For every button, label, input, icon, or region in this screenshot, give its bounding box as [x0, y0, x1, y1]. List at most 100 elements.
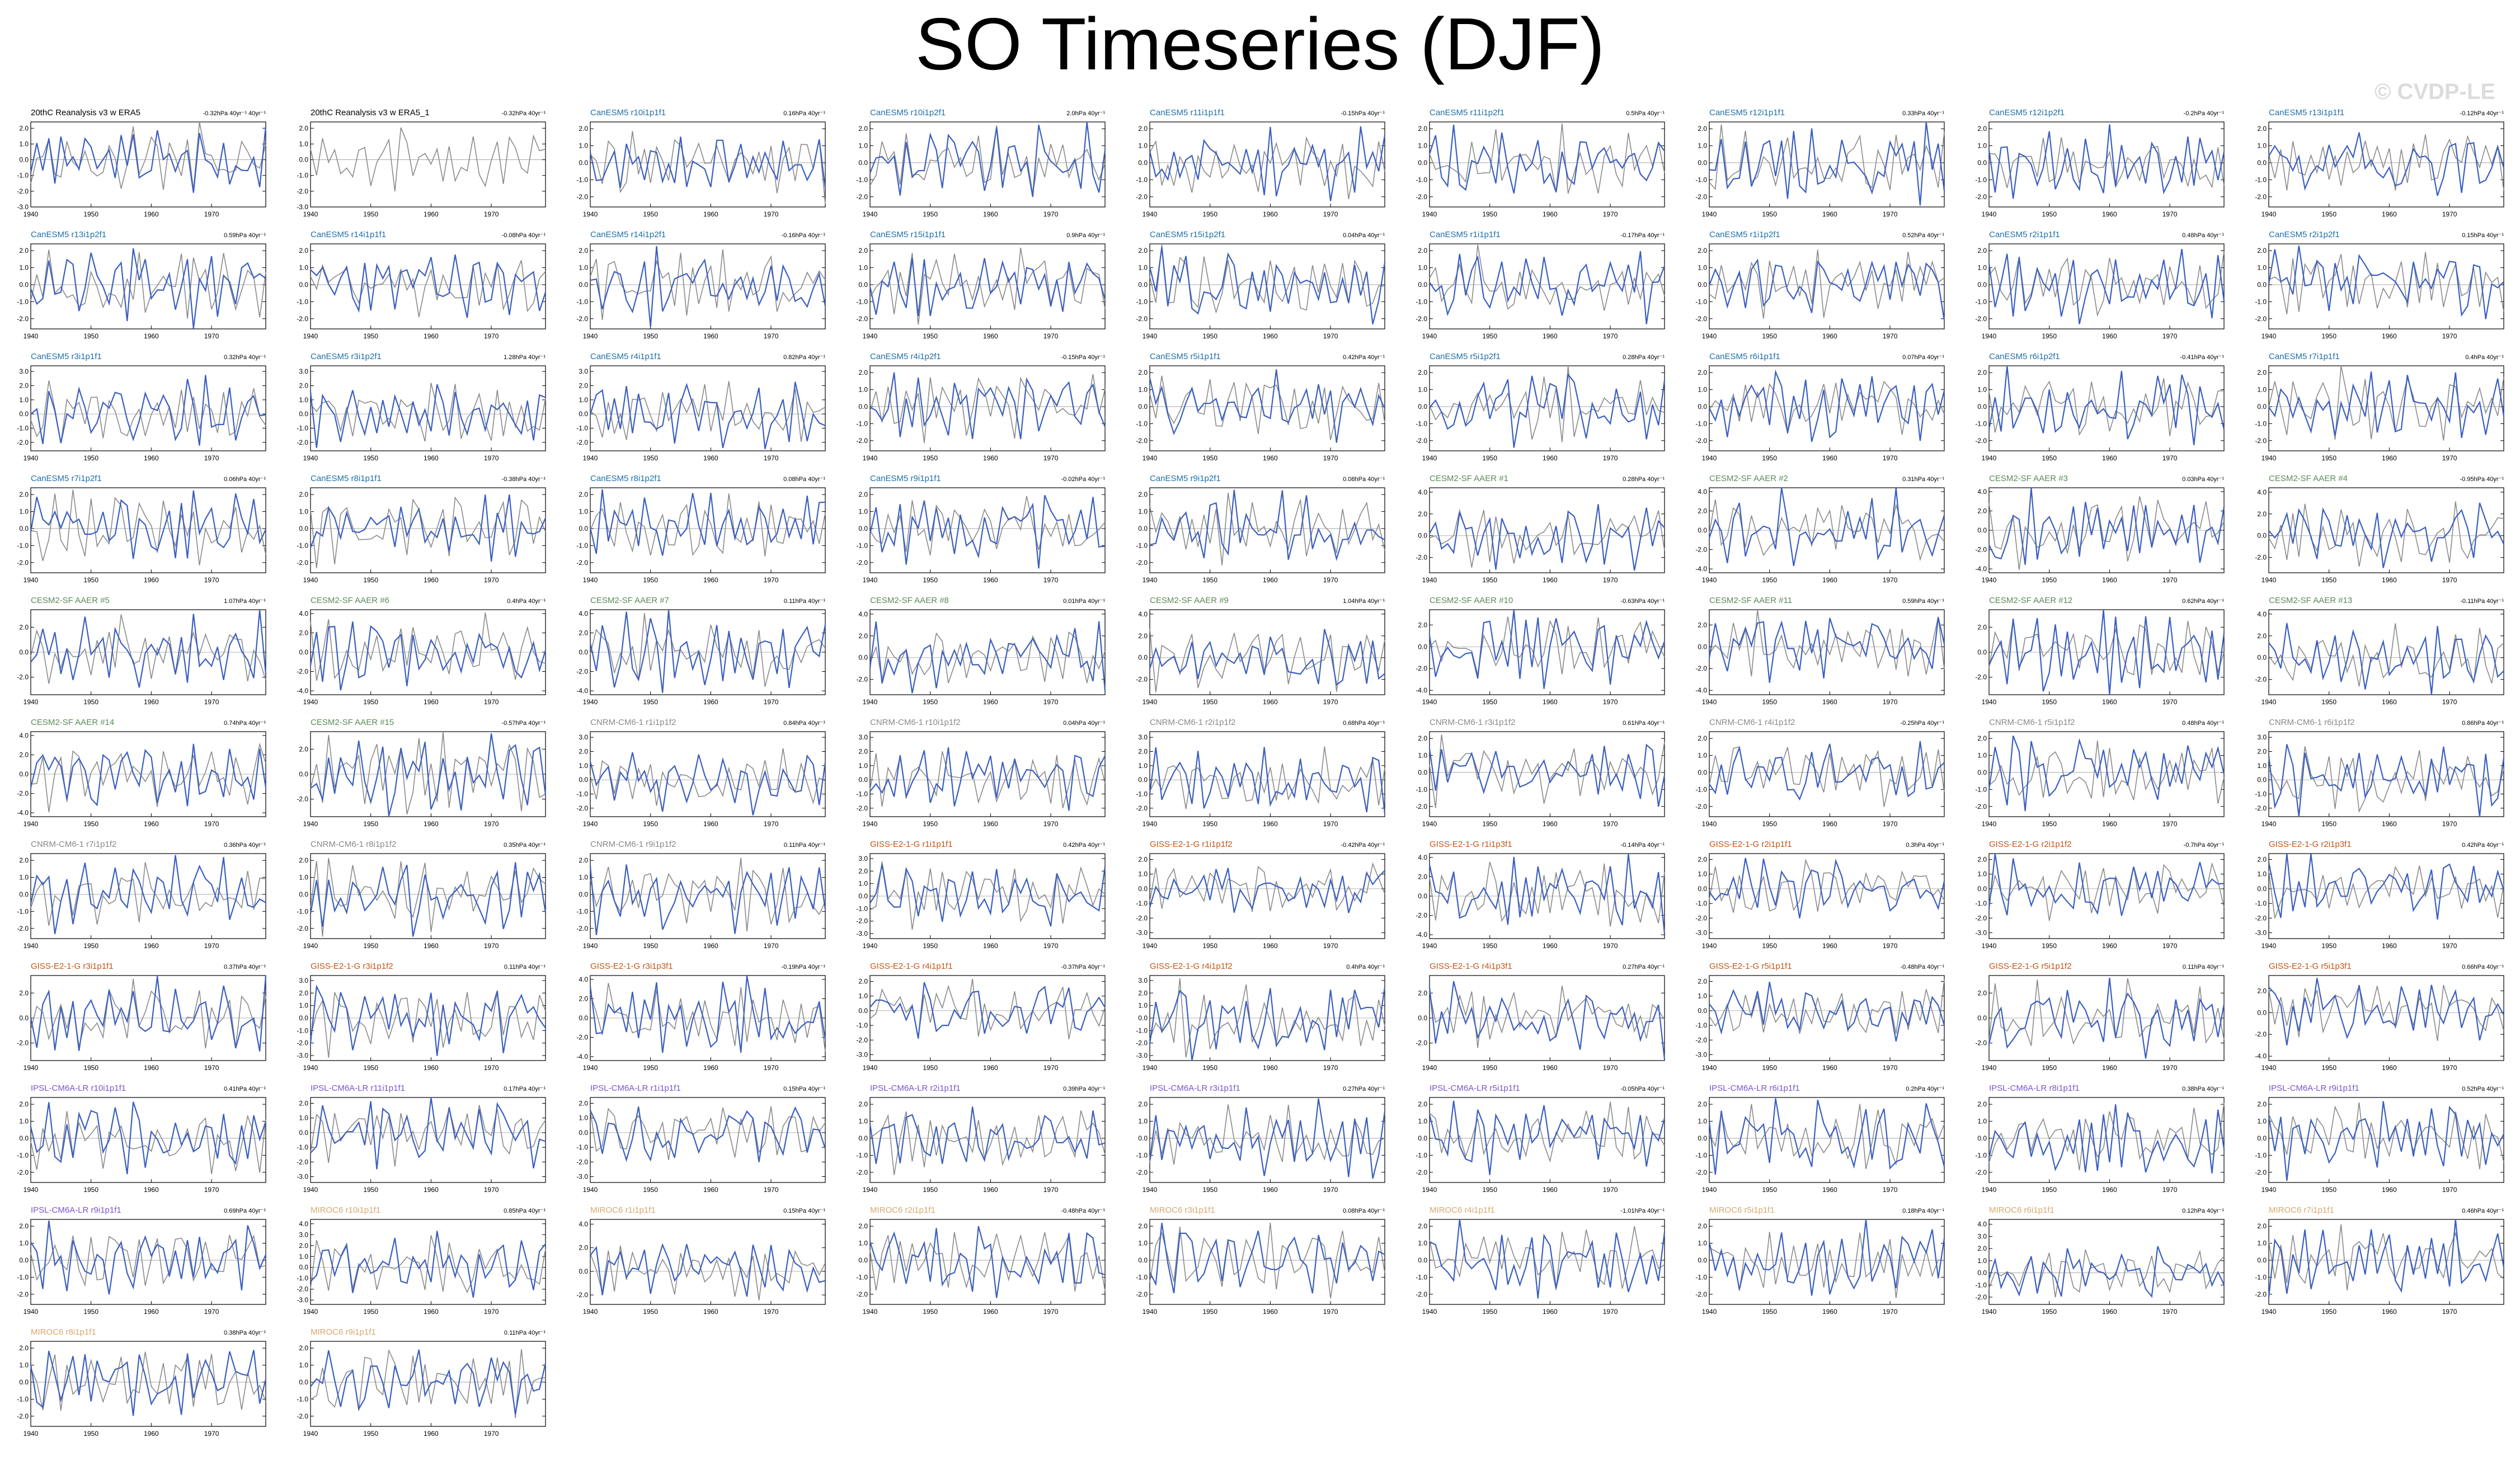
y-tick-label: -2.0: [297, 1285, 308, 1293]
panel-title: GISS-E2-1-G r2i1p3f1: [2269, 840, 2352, 849]
panel-frame: [30, 853, 266, 939]
x-tick-label: 1940: [1143, 454, 1158, 462]
y-tick-label: -2.0: [576, 1291, 588, 1299]
panel-chart: CanESM5 r10i1p1f1 0.16hPa 40yr⁻¹ 2.0 1.0 0.0…: [576, 108, 826, 218]
x-tick-label: 1950: [83, 210, 98, 218]
y-tick-label: -2.0: [2255, 1030, 2267, 1038]
x-tick-label: 1970: [2162, 942, 2178, 950]
y-tick-label: 2.0: [1698, 734, 1707, 742]
x-tick-label: 1950: [2321, 698, 2336, 706]
panel-frame: [2268, 1219, 2504, 1305]
x-tick-label: 1960: [2382, 1186, 2397, 1194]
x-tick-label: 1950: [2321, 454, 2336, 462]
x-tick-label: 1940: [1422, 1064, 1437, 1072]
panel-title: CNRM-CM6-1 r3i1p1f2: [1430, 718, 1515, 727]
y-tick-label: 0.0: [1138, 654, 1148, 662]
panel-chart: MIROC6 r10i1p1f1 0.85hPa 40yr⁻¹ 4.0 3.0 2.0 1…: [297, 1205, 546, 1316]
series-line-model: [1709, 982, 1945, 1042]
x-tick-label: 1970: [204, 820, 219, 828]
y-tick-label: 1.0: [1698, 264, 1707, 272]
y-tick-label: 1.0: [19, 140, 29, 148]
y-tick-label: 0.0: [1418, 532, 1427, 540]
panel-trend-coef: -0.48hPa 40yr⁻¹: [1900, 964, 1944, 970]
panel-chart: MIROC6 r3i1p1f1 0.08hPa 40yr⁻¹ 2.0 1.0 0.0 -1…: [1136, 1205, 1385, 1316]
x-tick-label: 1960: [144, 454, 159, 462]
panel-trend-coef: 0.04hPa 40yr⁻¹: [1063, 720, 1105, 727]
series-line-obs: [2268, 623, 2504, 687]
panel-title: GISS-E2-1-G r4i1p1f1: [870, 962, 953, 971]
x-tick-label: 1960: [424, 1308, 439, 1316]
y-tick-label: -3.0: [17, 203, 29, 211]
y-tick-label: 2.0: [299, 629, 308, 637]
series-line-model: [1429, 504, 1665, 571]
y-tick-label: -2.0: [856, 315, 868, 323]
y-tick-label: 0.0: [579, 1014, 588, 1022]
y-tick-label: -2.0: [1975, 1169, 1987, 1176]
x-tick-label: 1960: [2382, 698, 2397, 706]
panel-title: 20thC Reanalysis v3 w ERA5_1: [311, 108, 430, 117]
y-tick-label: 0.0: [858, 892, 868, 900]
x-tick-label: 1970: [764, 820, 779, 828]
x-tick-label: 1970: [204, 1186, 219, 1194]
panel-title: CESM2-SF AAER #14: [31, 718, 114, 727]
panel-title: CanESM5 r2i1p1f1: [1989, 230, 2060, 239]
series-line-obs: [1149, 628, 1385, 692]
series-line-model: [1429, 1219, 1666, 1299]
panel-frame: [30, 365, 266, 451]
x-tick-label: 1960: [424, 820, 439, 828]
panel-title: GISS-E2-1-G r3i1p1f2: [311, 962, 393, 971]
panel-trend-coef: 0.3hPa 40yr⁻¹: [1906, 842, 1944, 849]
y-tick-label: -2.0: [1975, 914, 1987, 922]
y-tick-label: -2.0: [1975, 315, 1987, 323]
series-line-model: [1709, 858, 1945, 918]
y-tick-label: 1.0: [299, 1361, 308, 1369]
y-tick-label: 1.0: [579, 762, 588, 770]
series-line-model: [1149, 629, 1385, 686]
y-tick-label: -1.0: [1975, 785, 1987, 793]
x-tick-label: 1960: [2102, 1064, 2117, 1072]
y-tick-label: 2.0: [299, 745, 308, 753]
y-tick-label: -1.0: [1975, 899, 1987, 907]
y-tick-label: -1.0: [576, 176, 588, 183]
x-tick-label: 1960: [144, 210, 159, 218]
x-tick-label: 1950: [923, 454, 938, 462]
x-tick-label: 1960: [983, 698, 998, 706]
x-tick-label: 1940: [583, 210, 598, 218]
y-tick-label: 0.0: [19, 525, 29, 533]
x-tick-label: 1950: [2042, 576, 2057, 584]
panel-frame: [590, 1219, 826, 1305]
x-tick-label: 1960: [2382, 332, 2397, 340]
panel-trend-coef: -0.57hPa 40yr⁻¹: [501, 720, 546, 727]
y-tick-label: -1.0: [1975, 176, 1987, 183]
x-tick-label: 1950: [1762, 332, 1777, 340]
panel-trend-coef: 1.07hPa 40yr⁻¹: [224, 598, 266, 605]
x-tick-label: 1950: [83, 698, 98, 706]
y-tick-label: 1.0: [1138, 508, 1148, 516]
series-line-model: [309, 384, 546, 448]
x-tick-label: 1960: [144, 1308, 159, 1316]
y-tick-label: -2.0: [1416, 1039, 1427, 1047]
y-tick-label: -4.0: [1695, 565, 1707, 573]
x-tick-label: 1970: [1323, 1186, 1338, 1194]
panel-frame: [1149, 853, 1385, 939]
y-tick-label: -1.0: [1136, 541, 1148, 549]
y-tick-label: 2.0: [19, 1100, 29, 1108]
y-tick-label: -2.0: [1695, 914, 1707, 922]
y-tick-label: 1.0: [299, 264, 308, 272]
y-tick-label: 0.0: [1698, 643, 1707, 651]
series-line-obs: [1429, 123, 1665, 194]
y-tick-label: 0.0: [299, 770, 308, 778]
y-tick-label: 1.0: [1698, 1118, 1707, 1125]
panel-title: MIROC6 r9i1p1f1: [311, 1327, 376, 1337]
y-tick-label: 0.0: [1698, 1134, 1707, 1142]
series-line-obs: [1429, 1101, 1665, 1163]
series-line-obs: [1429, 985, 1665, 1048]
series-line-model: [1988, 365, 2225, 445]
panel-chart: GISS-E2-1-G r2i1p3f1 0.42hPa 40yr⁻¹ 2.0 1.0…: [2255, 840, 2505, 950]
x-tick-label: 1970: [484, 1186, 499, 1194]
y-tick-label: 0.0: [858, 525, 868, 533]
panel-trend-coef: 0.15hPa 40yr⁻¹: [783, 1208, 825, 1214]
y-tick-label: -2.0: [856, 437, 868, 445]
series-line-model: [309, 984, 546, 1056]
y-tick-label: 1.0: [2257, 386, 2267, 394]
